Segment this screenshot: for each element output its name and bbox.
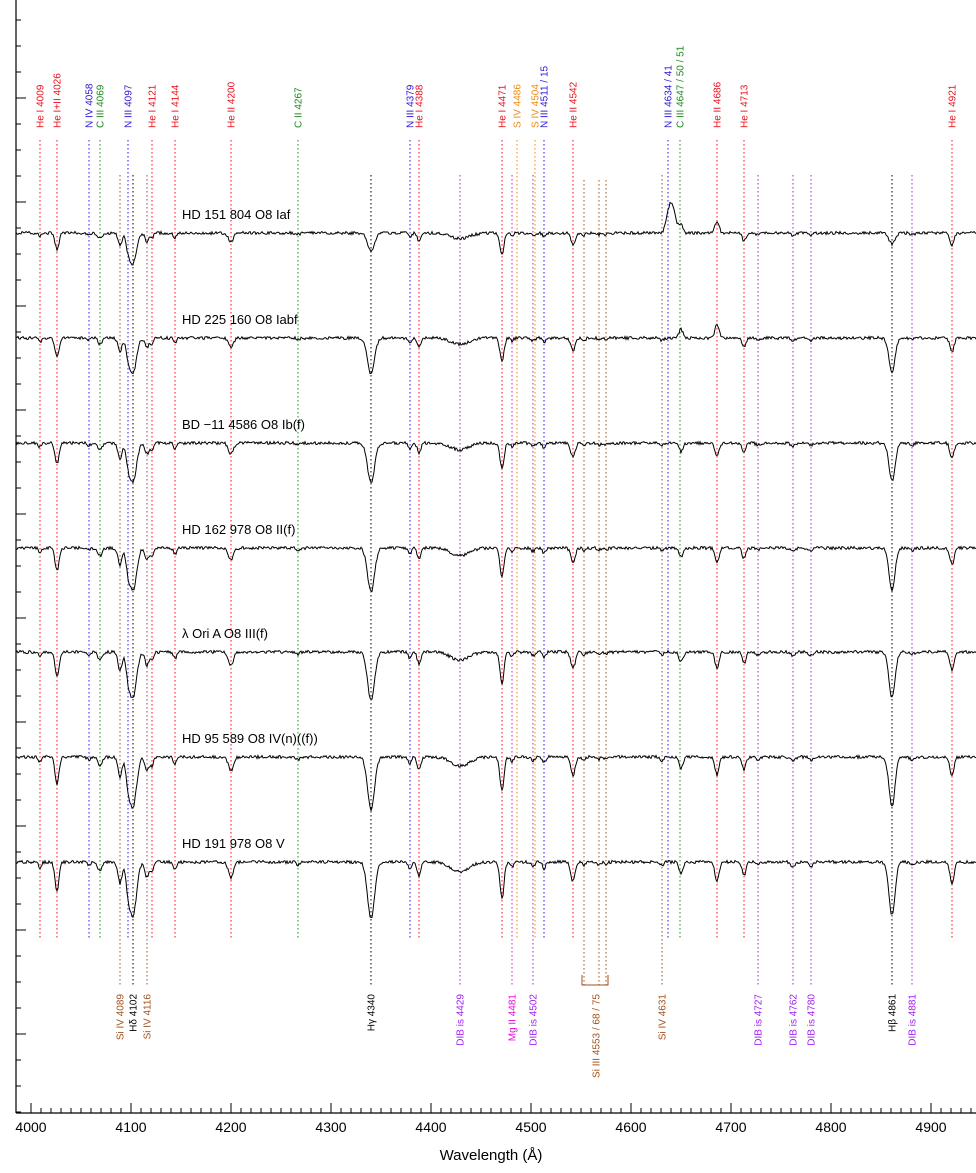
top-line-label: C III 4069 bbox=[96, 84, 107, 128]
x-tick-label: 4500 bbox=[515, 1119, 546, 1135]
top-line-label: C II 4267 bbox=[294, 87, 305, 128]
bottom-line-bracket bbox=[581, 975, 609, 986]
top-line-label: He I 4121 bbox=[148, 84, 159, 128]
spectrum-line bbox=[15, 323, 976, 375]
spectrum-line bbox=[15, 859, 976, 919]
bottom-line-label: DIB is 4429 bbox=[456, 994, 467, 1046]
top-line-label: He I+II 4026 bbox=[53, 73, 64, 128]
top-line-label: He I 4471 bbox=[498, 84, 509, 128]
series-name-label: HD 162 978 O8 II(f) bbox=[182, 522, 295, 537]
bottom-line-label: Si IV 4631 bbox=[658, 994, 669, 1041]
bottom-line-label: DIB is 4502 bbox=[529, 994, 540, 1046]
series-name-label: HD 151 804 O8 Iaf bbox=[182, 207, 291, 222]
spectrum-line bbox=[15, 440, 976, 484]
top-line-label: He I 4921 bbox=[948, 84, 959, 128]
top-line-label: N III 4097 bbox=[124, 84, 135, 128]
bottom-line-label: DIB is 4727 bbox=[754, 994, 765, 1046]
top-line-label: C III 4647 / 50 / 51 bbox=[676, 45, 687, 128]
top-line-label: He I 4009 bbox=[36, 84, 47, 128]
x-tick-label: 4300 bbox=[315, 1119, 346, 1135]
spectrum-line bbox=[15, 201, 976, 266]
bottom-line-label: Hδ 4102 bbox=[129, 994, 140, 1032]
top-line-label: S IV 4504 bbox=[531, 84, 542, 128]
top-line-label: N III 4511 / 15 bbox=[540, 65, 551, 128]
spectrum-line bbox=[15, 545, 976, 593]
bottom-line-label: Si III 4553 / 68 / 75 bbox=[592, 994, 603, 1078]
spectrum-line bbox=[15, 753, 976, 813]
x-axis-label: Wavelength (Å) bbox=[440, 1147, 543, 1164]
bottom-line-label: Mg II 4481 bbox=[508, 994, 519, 1042]
series-name-label: λ Ori A O8 III(f) bbox=[182, 626, 268, 641]
x-tick-label: 4600 bbox=[615, 1119, 646, 1135]
top-line-label: N IV 4058 bbox=[85, 83, 96, 128]
x-tick-label: 4000 bbox=[15, 1119, 46, 1135]
series-name-label: HD 225 160 O8 Iabf bbox=[182, 312, 298, 327]
top-line-label: S IV 4486 bbox=[513, 84, 524, 128]
bottom-line-label: Si IV 4089 bbox=[116, 994, 127, 1041]
series-name-label: BD −11 4586 O8 Ib(f) bbox=[182, 417, 305, 432]
top-line-label: He I 4144 bbox=[171, 84, 182, 128]
bottom-line-label: Hβ 4861 bbox=[888, 994, 899, 1032]
top-line-label: He II 4542 bbox=[569, 81, 580, 128]
bottom-line-label: Si IV 4116 bbox=[143, 994, 154, 1040]
bottom-line-label: DIB is 4881 bbox=[908, 994, 919, 1046]
bottom-line-label: DIB is 4780 bbox=[807, 994, 818, 1046]
top-line-label: He II 4686 bbox=[713, 81, 724, 128]
x-tick-label: 4800 bbox=[815, 1119, 846, 1135]
x-tick-label: 4900 bbox=[915, 1119, 946, 1135]
x-tick-label: 4100 bbox=[115, 1119, 146, 1135]
top-line-label: N III 4379 bbox=[406, 84, 417, 128]
bottom-line-label: Hγ 4340 bbox=[367, 994, 378, 1032]
top-line-label: He I 4388 bbox=[415, 84, 426, 128]
bottom-line-label: DIB is 4762 bbox=[789, 994, 800, 1046]
top-line-label: He I 4713 bbox=[740, 84, 751, 128]
series-name-label: HD 95 589 O8 IV(n)((f)) bbox=[182, 731, 318, 746]
top-line-label: N III 4634 / 41 bbox=[664, 65, 675, 128]
x-tick-label: 4700 bbox=[715, 1119, 746, 1135]
spectrum-line bbox=[15, 649, 976, 700]
x-tick-label: 4400 bbox=[415, 1119, 446, 1135]
top-line-label: He II 4200 bbox=[227, 81, 238, 128]
x-tick-label: 4200 bbox=[215, 1119, 246, 1135]
series-name-label: HD 191 978 O8 V bbox=[182, 836, 285, 851]
